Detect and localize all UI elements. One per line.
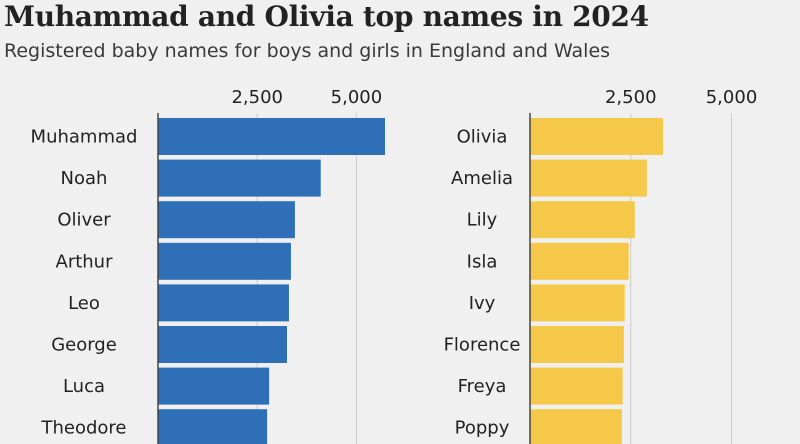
boys-category-label: Noah	[61, 168, 108, 189]
girls-category-label: Poppy	[455, 418, 510, 439]
girls-tick-label: 5,000	[706, 87, 758, 108]
boys-bar-george	[158, 326, 287, 363]
girls-bar-olivia	[530, 118, 663, 155]
boys-bar-leo	[158, 284, 289, 322]
girls-tick-label: 2,500	[605, 87, 657, 108]
girls-category-label: Florence	[444, 335, 521, 356]
boys-category-label: Leo	[68, 293, 100, 314]
boys-bar-luca	[158, 367, 270, 405]
boys-category-label: Oliver	[57, 210, 111, 231]
girls-category-label: Ivy	[469, 293, 496, 314]
boys-category-label: Luca	[63, 376, 105, 397]
boys-bar-arthur	[158, 242, 291, 280]
girls-bar-isla	[530, 242, 629, 280]
chart-title: Muhammad and Olivia top names in 2024	[4, 0, 649, 33]
girls-bar-lily	[530, 201, 635, 239]
girls-category-label: Amelia	[451, 168, 513, 189]
boys-category-label: Theodore	[40, 418, 126, 439]
girls-bar-florence	[530, 326, 624, 363]
girls-category-label: Freya	[458, 376, 507, 397]
girls-bar-poppy	[530, 409, 622, 444]
boys-bar-theodore	[158, 409, 268, 444]
boys-bar-noah	[158, 159, 321, 197]
girls-bar-amelia	[530, 159, 647, 197]
girls-bar-ivy	[530, 284, 625, 322]
girls-category-label: Isla	[467, 251, 498, 272]
girls-category-label: Lily	[467, 210, 498, 231]
boys-category-label: George	[51, 335, 117, 356]
boys-bar-muhammad	[158, 118, 385, 155]
boys-tick-label: 2,500	[231, 87, 283, 108]
boys-category-label: Muhammad	[31, 127, 138, 148]
boys-bar-oliver	[158, 201, 295, 239]
boys-category-label: Arthur	[56, 251, 114, 272]
girls-bar-freya	[530, 367, 623, 405]
girls-category-label: Olivia	[457, 127, 508, 148]
boys-tick-label: 5,000	[331, 87, 383, 108]
chart-subtitle: Registered baby names for boys and girls…	[4, 40, 611, 62]
